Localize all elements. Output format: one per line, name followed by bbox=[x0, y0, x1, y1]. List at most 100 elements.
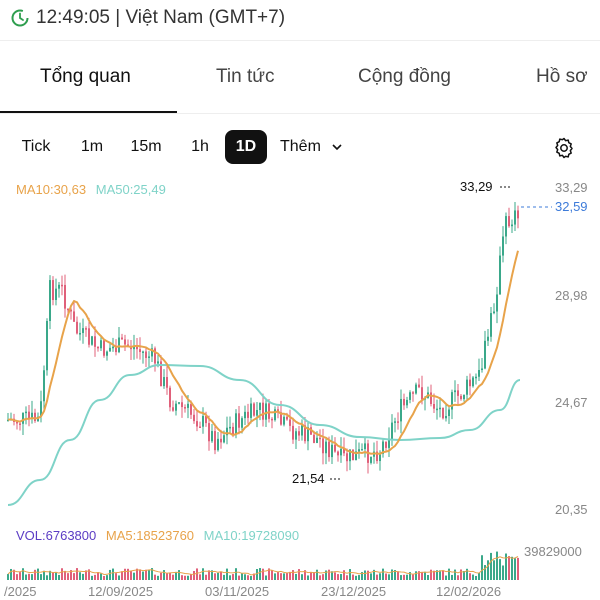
candle-body bbox=[286, 416, 288, 420]
volume-bar bbox=[295, 573, 297, 580]
candle-body bbox=[478, 370, 480, 377]
volume-bar bbox=[439, 570, 441, 580]
tab-profile[interactable]: Hồ sơ bbox=[536, 66, 588, 87]
price-axis-label: 33,29 bbox=[555, 180, 588, 195]
candle-body bbox=[262, 402, 264, 420]
volume-bar bbox=[187, 575, 189, 580]
last-price-label: 32,59 bbox=[555, 199, 588, 214]
tab-news[interactable]: Tin tức bbox=[216, 66, 275, 87]
candle-body bbox=[49, 280, 51, 321]
volume-bar bbox=[88, 569, 90, 580]
timeframe-tick[interactable]: Tick bbox=[21, 138, 51, 155]
volume-bar bbox=[250, 575, 252, 580]
volume-bar bbox=[487, 560, 489, 580]
volume-bar bbox=[139, 569, 141, 580]
tab-overview[interactable]: Tổng quan bbox=[40, 66, 131, 87]
candle-body bbox=[505, 216, 507, 237]
volume-bar bbox=[481, 555, 483, 580]
more-dropdown[interactable]: Thêm bbox=[280, 130, 354, 164]
volume-bar bbox=[247, 575, 249, 580]
volume-bar bbox=[109, 569, 111, 580]
volume-bar bbox=[82, 573, 84, 580]
volume-bar bbox=[517, 557, 519, 580]
candle-body bbox=[358, 449, 360, 452]
timeframe-1m[interactable]: 1m bbox=[80, 138, 104, 155]
candle-body bbox=[445, 415, 447, 419]
candle-body bbox=[409, 392, 411, 400]
candle-body bbox=[238, 413, 240, 428]
tab-community[interactable]: Cộng đồng bbox=[358, 66, 451, 87]
candle-body bbox=[514, 210, 516, 225]
candle-body bbox=[46, 320, 48, 371]
volume-bar bbox=[409, 572, 411, 580]
volume-bar bbox=[472, 574, 474, 580]
candle-body bbox=[415, 384, 417, 394]
volume-bar bbox=[184, 575, 186, 580]
candle-body bbox=[187, 403, 189, 408]
volume-bar bbox=[226, 568, 228, 580]
volume-bar bbox=[355, 575, 357, 580]
volume-bar bbox=[16, 574, 18, 580]
volume-bar bbox=[223, 574, 225, 580]
volume-bar bbox=[103, 575, 105, 580]
volume-bar bbox=[394, 569, 396, 580]
vol-ma5-legend: MA5:18523760 bbox=[105, 528, 195, 543]
candle-body bbox=[364, 443, 366, 450]
volume-bar bbox=[214, 573, 216, 580]
date-axis-label: 03/11/2025 bbox=[205, 584, 269, 599]
timeframe-1h[interactable]: 1h bbox=[191, 138, 209, 155]
timeframe-15m[interactable]: 15m bbox=[130, 138, 162, 155]
candle-body bbox=[82, 328, 84, 334]
volume-bar bbox=[373, 569, 375, 580]
volume-bar bbox=[7, 574, 9, 580]
volume-bar bbox=[124, 568, 126, 580]
candle-body bbox=[124, 339, 126, 345]
volume-bar bbox=[172, 574, 174, 580]
timeframe-1d[interactable]: 1D bbox=[225, 130, 267, 164]
volume-bar bbox=[400, 575, 402, 580]
volume-bar bbox=[190, 574, 192, 580]
candle-body bbox=[370, 456, 372, 463]
volume-bar bbox=[340, 574, 342, 580]
candle-body bbox=[232, 426, 234, 435]
divider bbox=[0, 40, 600, 41]
candle-body bbox=[280, 412, 282, 425]
candle-body bbox=[331, 444, 333, 458]
volume-bar bbox=[451, 574, 453, 580]
candle-body bbox=[211, 431, 213, 442]
candle-body bbox=[349, 449, 351, 462]
volume-bar bbox=[292, 570, 294, 580]
volume-bar bbox=[478, 572, 480, 580]
volume-bar bbox=[496, 551, 498, 580]
volume-bar bbox=[94, 574, 96, 580]
candle-body bbox=[379, 453, 381, 462]
candle-body bbox=[487, 336, 489, 341]
volume-bar bbox=[217, 572, 219, 580]
volume-bar bbox=[346, 575, 348, 580]
volume-bar bbox=[505, 553, 507, 580]
volume-bar bbox=[418, 571, 420, 580]
candle-body bbox=[403, 398, 405, 406]
vol-ma10-legend: MA10:19728090 bbox=[203, 528, 300, 543]
volume-legend: VOL:6763800 MA5:18523760 MA10:19728090 bbox=[16, 528, 305, 543]
candle-body bbox=[469, 379, 471, 387]
candle-body bbox=[457, 390, 459, 396]
volume-bar bbox=[145, 569, 147, 580]
candle-body bbox=[454, 390, 456, 393]
volume-bar bbox=[391, 569, 393, 580]
volume-bar bbox=[34, 569, 36, 580]
candle-body bbox=[226, 427, 228, 436]
candle-body bbox=[361, 449, 363, 451]
candle-body bbox=[25, 411, 27, 414]
volume-bar bbox=[376, 574, 378, 580]
volume-bar bbox=[469, 573, 471, 580]
volume-bar bbox=[133, 572, 135, 580]
gear-icon[interactable] bbox=[552, 136, 576, 160]
vol-legend: VOL:6763800 bbox=[16, 528, 97, 543]
candle-body bbox=[28, 411, 30, 419]
candle-body bbox=[148, 356, 150, 358]
volume-bar bbox=[130, 570, 132, 580]
candle-body bbox=[67, 308, 69, 311]
volume-bar bbox=[136, 568, 138, 580]
